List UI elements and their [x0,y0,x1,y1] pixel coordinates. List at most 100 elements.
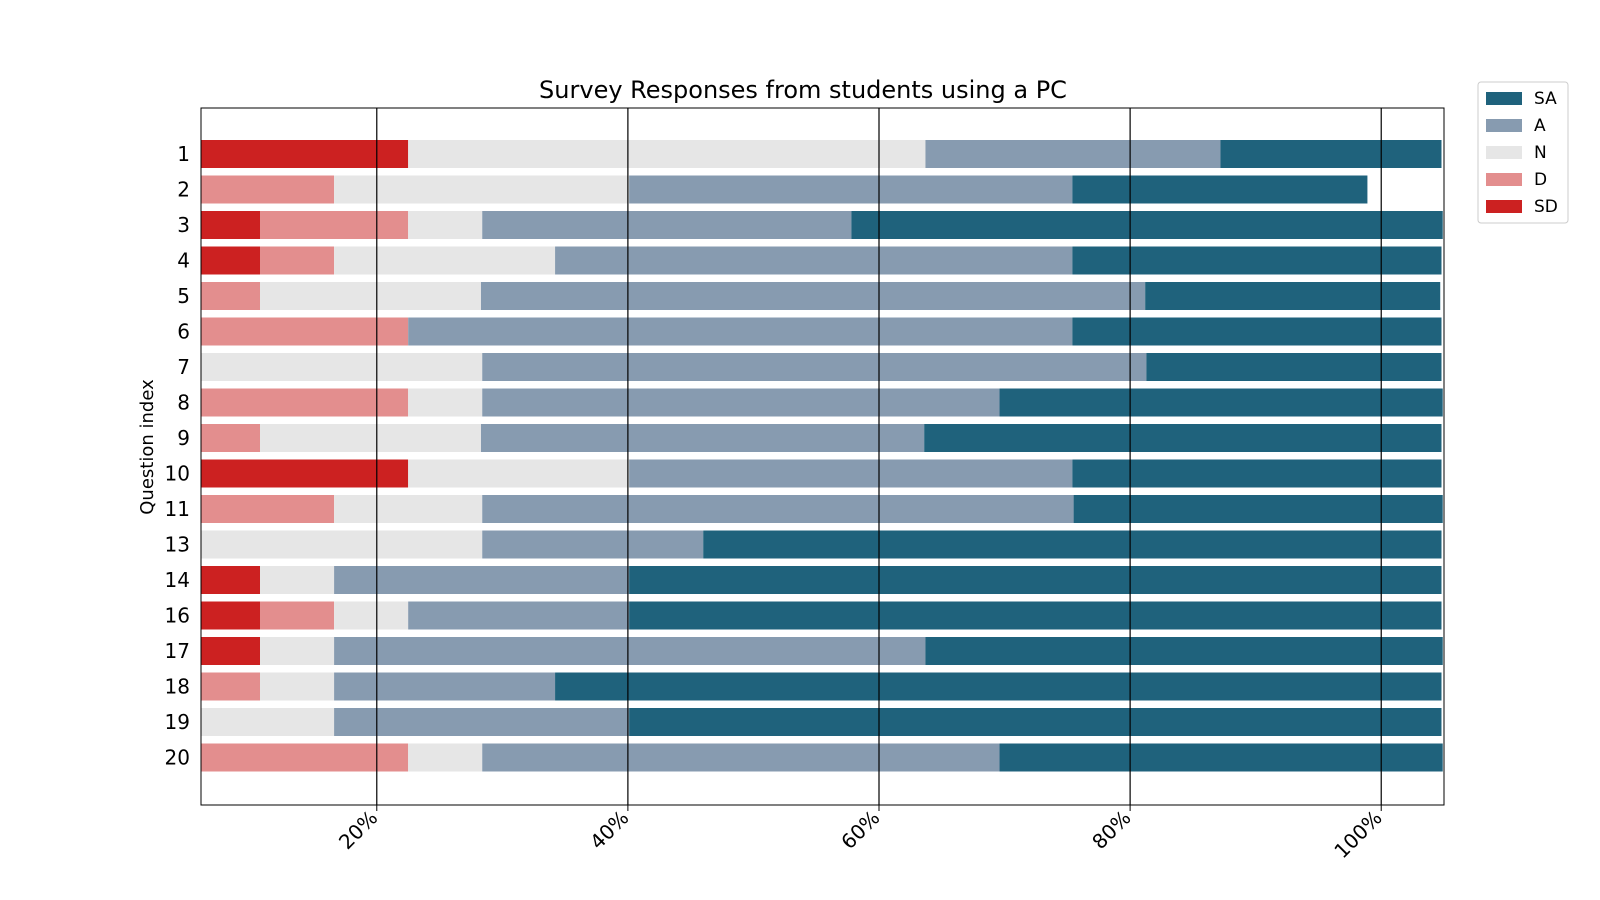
bar-q9-a [480,424,925,452]
bar-q2-d [201,175,335,204]
y-tick-label: 18 [165,675,190,699]
bar-q7-a [482,353,1147,381]
bar-q20-sa [999,743,1443,772]
legend-label-d: D [1534,170,1547,190]
bar-q8-a [482,388,1000,417]
bar-q14-sa [629,566,1442,594]
bar-q14-n [260,566,335,594]
bar-q18-n [260,672,335,701]
y-tick-label: 11 [165,497,190,521]
bar-q17-sa [925,637,1443,665]
legend-swatch-a [1486,119,1522,132]
bar-q3-sa [851,211,1443,239]
bar-q5-sa [1145,282,1441,310]
bar-q6-a [408,317,1073,346]
bar-q10-sa [1072,459,1442,488]
bar-q13-sa [703,530,1442,559]
bar-q18-d [201,672,261,701]
plot-frame [200,107,1445,806]
bar-q2-n [334,175,630,204]
x-tick-label: 100% [1329,806,1386,863]
bar-q2-sa [1072,175,1368,204]
bar-q16-a [408,601,630,630]
legend-swatch-sd [1486,200,1522,213]
y-tick-label: 13 [165,533,190,557]
bar-q17-a [334,637,926,665]
bar-q14-sd [201,566,261,594]
y-axis-label: Question index [137,379,158,515]
bar-q13-a [482,530,704,559]
y-tick-labels: 1 2 3 4 5 6 7 8 9 10 11 13 14 16 17 18 19 20 [165,142,190,770]
bar-q5-d [201,282,261,310]
bar-q4-n [334,246,556,275]
y-tick-label: 19 [165,710,190,734]
bar-q4-d [260,246,335,275]
y-tick-label: 4 [177,249,190,273]
bar-q1-a [925,140,1221,168]
bar-q14-a [334,566,630,594]
y-tick-label: 16 [165,604,190,628]
legend-label-a: A [1534,116,1546,136]
bar-q18-sa [555,672,1442,701]
bar-q1-sa [1220,140,1442,168]
bar-q4-a [555,246,1073,275]
bar-q6-d [201,317,409,346]
bar-q9-d [201,424,261,452]
legend-box [1477,81,1569,224]
legend-swatch-n [1486,146,1522,159]
y-tick-label: 20 [165,746,190,770]
bar-q17-n [260,637,335,665]
bar-q10-a [629,459,1073,488]
bar-q8-n [408,388,483,417]
bar-q16-n [334,601,409,630]
y-tick-label: 3 [177,213,190,237]
bar-q1-sd [201,140,409,168]
bar-q11-sa [1073,495,1443,523]
bar-q10-n [408,459,630,488]
bar-q10-sd [201,459,409,488]
y-tick-label: 2 [177,178,190,202]
bar-q8-sa [999,388,1443,417]
bar-q9-n [260,424,481,452]
bar-q19-a [334,708,630,736]
x-tick-label: 40% [585,806,633,854]
bar-q6-sa [1072,317,1442,346]
bar-q16-sd [201,601,261,630]
bar-q18-a [334,672,556,701]
y-tick-label: 8 [177,391,190,415]
bar-q3-n [408,211,483,239]
y-tick-label: 17 [165,639,190,663]
legend-label-n: N [1534,143,1547,163]
grid-layer [376,108,1382,811]
y-tick-label: 7 [177,355,190,379]
bar-q19-n [201,708,335,736]
y-tick-label: 5 [177,284,190,308]
chart-title: Survey Responses from students using a P… [539,76,1067,104]
x-tick-label: 80% [1087,806,1135,854]
y-tick-label: 9 [177,426,190,450]
y-tick-label: 14 [165,568,190,592]
bar-q3-sd [201,211,261,239]
bar-q7-n [201,353,483,381]
bars-layer [201,140,1443,772]
bar-q11-n [334,495,483,523]
legend-label-sa: SA [1534,89,1557,109]
y-tick-label: 1 [177,142,190,166]
bar-q13-n [201,530,483,559]
bar-q11-a [482,495,1074,523]
x-tick-labels: 20% 40% 60% 80% 100% [334,806,1387,863]
x-tick-label: 20% [334,806,382,854]
bar-q4-sa [1072,246,1442,275]
bar-q2-a [629,175,1073,204]
legend-swatch-sa [1486,92,1522,105]
bar-q5-n [260,282,481,310]
x-tick-label: 60% [836,806,884,854]
legend: SA AND SD [1477,81,1569,224]
bar-q16-d [260,601,335,630]
bar-q20-n [408,743,483,772]
bar-q9-sa [924,424,1442,452]
bar-q11-d [201,495,335,523]
bar-q5-a [480,282,1146,310]
bar-q8-d [201,388,409,417]
